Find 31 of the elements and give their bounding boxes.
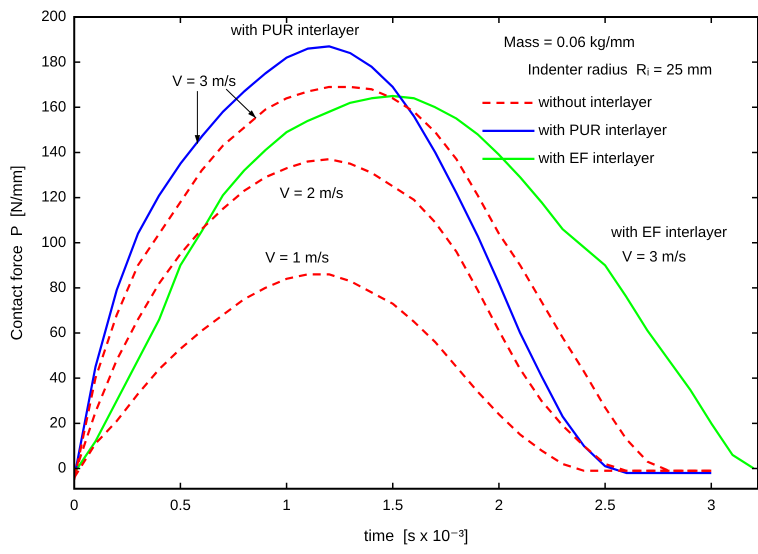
y-tick-label: 200 — [41, 8, 66, 26]
x-tick-label: 2.5 — [594, 496, 616, 514]
x-tick-label: 1.5 — [382, 496, 404, 514]
x-tick-label: 3 — [707, 496, 716, 514]
legend-label: with EF interlayer — [537, 150, 654, 168]
y-tick-label: 20 — [50, 414, 66, 432]
y-tick-label: 60 — [50, 324, 66, 342]
annotation: V = 2 m/s — [280, 185, 344, 202]
x-tick-label: 2 — [494, 496, 504, 514]
y-tick-label: 180 — [41, 53, 66, 70]
y-tick-label: 120 — [41, 188, 66, 206]
y-tick-label: 80 — [50, 279, 66, 296]
annotation: V = 3 m/s — [622, 248, 686, 266]
y-tick-label: 0 — [58, 460, 66, 477]
annotation: V = 1 m/s — [265, 250, 330, 267]
y-axis-title: Contact force P [N/mm] — [9, 165, 26, 340]
y-tick-label: 40 — [50, 369, 66, 386]
annotation: Indenter radius Rᵢ = 25 mm — [528, 61, 712, 78]
x-tick-label: 1 — [282, 496, 291, 514]
x-tick-label: 0 — [70, 496, 78, 514]
annotation: Mass = 0.06 kg/mm — [504, 34, 635, 52]
x-axis-title: time [s x 10⁻³] — [364, 528, 468, 545]
annotation: with EF interlayer — [610, 224, 728, 241]
legend-label: with PUR interlayer — [537, 122, 667, 140]
y-tick-label: 140 — [41, 144, 66, 161]
annotation: with PUR interlayer — [230, 22, 360, 39]
legend-label: without interlayer — [537, 94, 652, 112]
y-tick-label: 100 — [41, 234, 66, 251]
x-tick-label: 0.5 — [170, 496, 191, 514]
annotation: V = 3 m/s — [172, 73, 236, 90]
y-tick-label: 160 — [41, 98, 66, 116]
